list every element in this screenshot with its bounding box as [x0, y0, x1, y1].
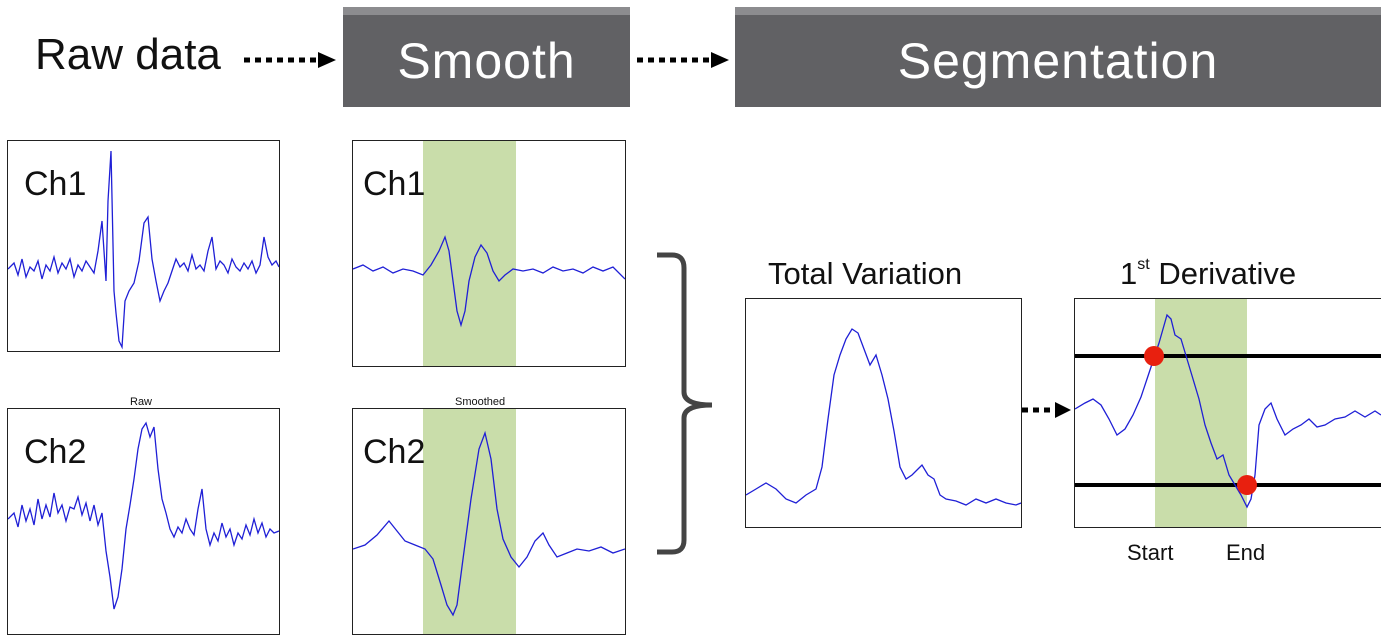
smoothed-panel-title: Smoothed	[455, 396, 506, 408]
end-marker-icon	[1237, 475, 1257, 495]
smoothed-ch2-label: Ch2	[363, 433, 426, 471]
end-label: End	[1226, 540, 1266, 565]
smoothed-ch1-signal	[353, 141, 625, 366]
dotted-arrow-icon	[637, 52, 729, 68]
dotted-arrow-icon	[244, 52, 336, 68]
raw-ch1-signal	[8, 150, 279, 350]
derivative-highlight	[1155, 299, 1247, 527]
raw-ch2-plot: Ch2	[7, 408, 280, 635]
raw-data-label: Raw data	[35, 30, 221, 79]
derivative-title-rest: Derivative	[1149, 256, 1297, 291]
derivative-signal	[1075, 299, 1381, 527]
total-variation-title: Total Variation	[768, 256, 963, 291]
total-variation-plot	[745, 298, 1022, 528]
raw-ch2-signal	[8, 421, 279, 610]
smooth-stage-header: Smooth	[343, 7, 630, 107]
total-variation-signal	[746, 328, 1021, 506]
smooth-stage-label: Smooth	[397, 33, 576, 89]
smoothed-ch1-plot: Ch1	[352, 140, 626, 367]
smoothed-ch2-plot: Ch2	[352, 408, 626, 635]
smoothed-ch2-highlight	[423, 409, 516, 634]
raw-panel-title: Raw	[130, 396, 153, 408]
smoothed-ch1-highlight	[423, 141, 516, 366]
smoothed-ch2-signal	[353, 409, 625, 634]
derivative-plot	[1074, 298, 1381, 528]
segmentation-stage-header: Segmentation	[735, 7, 1381, 107]
raw-ch1-label: Ch1	[24, 165, 87, 203]
raw-ch2-label: Ch2	[24, 433, 87, 471]
derivative-title-sup: st	[1137, 255, 1150, 273]
derivative-title: 1st Derivative	[1120, 256, 1296, 292]
start-marker-icon	[1144, 346, 1164, 366]
derivative-title-main: 1	[1120, 256, 1138, 291]
smoothed-ch1-label: Ch1	[363, 165, 426, 203]
segmentation-stage-label: Segmentation	[897, 33, 1219, 89]
start-label: Start	[1127, 540, 1174, 565]
raw-ch1-plot: Ch1	[7, 140, 280, 352]
